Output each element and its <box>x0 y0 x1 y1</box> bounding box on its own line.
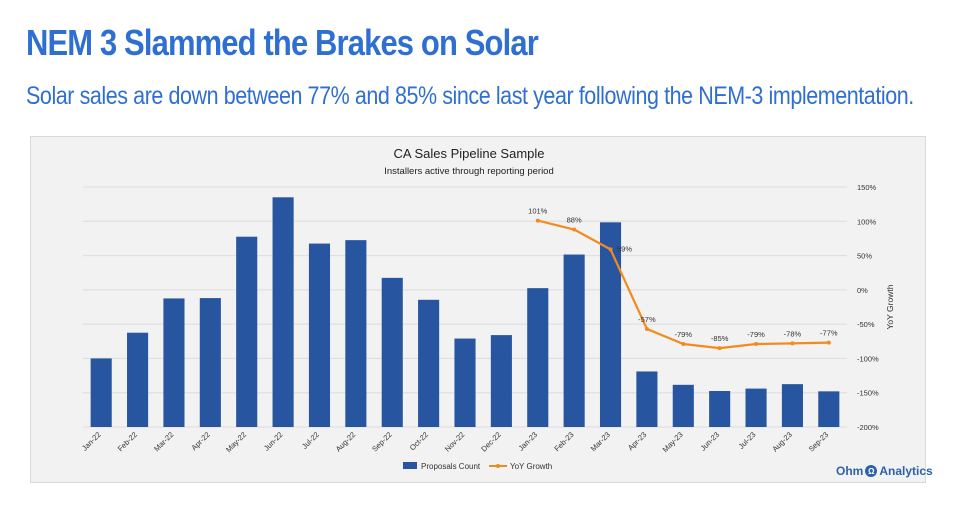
ohm-logo-icon: Ω <box>865 465 878 477</box>
line-data-label: -57% <box>638 315 656 324</box>
line-point <box>535 218 540 223</box>
x-tick-label: Aug-23 <box>770 430 793 453</box>
line-point <box>717 346 722 351</box>
line-series: 101% 88% 59% -57% -79% -85% -79% -78% -77% <box>528 207 838 351</box>
right-axis-label: YoY Growth <box>885 284 895 329</box>
x-tick-label: Feb-23 <box>552 430 575 453</box>
bar-series <box>90 197 840 427</box>
x-tick-label: Mar-22 <box>152 430 175 453</box>
line-data-label: -77% <box>820 329 838 338</box>
chart-panel: CA Sales Pipeline Sample Installers acti… <box>30 136 926 483</box>
line-point <box>608 247 613 252</box>
bar <box>163 298 185 427</box>
bar <box>199 298 221 427</box>
bar <box>236 236 258 427</box>
line-point <box>572 227 577 232</box>
bar <box>345 240 367 427</box>
x-tick-label: Jan-22 <box>80 430 103 453</box>
x-tick-label: Sep-22 <box>370 430 393 453</box>
right-tick-label: 50% <box>857 252 872 261</box>
bar <box>745 388 767 427</box>
x-tick-label: Nov-22 <box>443 430 466 453</box>
x-tick-label: Jun-23 <box>698 430 721 453</box>
x-tick-label: Mar-23 <box>589 430 612 453</box>
line-data-label: -79% <box>675 330 693 339</box>
bar <box>599 222 622 427</box>
x-tick-label: Jun-22 <box>262 430 285 453</box>
bar <box>527 288 549 427</box>
bar <box>818 391 840 427</box>
right-axis: 150% 100% 50% 0% -50% -100% -150% -200% <box>857 183 879 432</box>
x-tick-label: Aug-22 <box>334 430 357 453</box>
bar <box>90 358 112 427</box>
ohm-analytics-logo: Ohm Ω Analytics <box>836 464 933 478</box>
line-data-label: -79% <box>747 330 765 339</box>
line-data-label: -85% <box>711 334 729 343</box>
line-point <box>681 342 686 347</box>
x-tick-label: Oct-22 <box>408 430 430 452</box>
x-tick-label: Feb-22 <box>116 430 139 453</box>
x-tick-label: Jul-23 <box>737 430 758 451</box>
line-data-label: 101% <box>528 207 548 216</box>
right-tick-label: -150% <box>857 389 879 398</box>
legend-label-proposals: Proposals Count <box>421 462 481 471</box>
right-tick-label: 0% <box>857 286 868 295</box>
chart-subtitle: Installers active through reporting peri… <box>384 166 554 177</box>
slide-headline: NEM 3 Slammed the Brakes on Solar <box>26 22 539 63</box>
line-point <box>826 340 831 345</box>
line-data-label: 59% <box>617 244 632 253</box>
x-tick-label: Apr-23 <box>626 430 648 452</box>
bar <box>127 332 149 427</box>
chart-legend: Proposals Count YoY Growth <box>403 462 552 471</box>
legend-marker-yoy <box>496 464 500 468</box>
right-tick-label: -100% <box>857 354 879 363</box>
right-tick-label: 100% <box>857 217 877 226</box>
right-tick-label: 150% <box>857 183 877 192</box>
bar <box>672 384 694 427</box>
chart-title: CA Sales Pipeline Sample <box>393 146 544 161</box>
x-tick-label: Apr-22 <box>189 430 211 452</box>
bar <box>454 338 476 427</box>
x-tick-label: May-23 <box>661 430 685 454</box>
line-data-label: -78% <box>784 329 802 338</box>
x-tick-label: Jul-22 <box>300 430 321 451</box>
x-tick-label: Sep-23 <box>807 430 830 453</box>
bar <box>381 277 403 427</box>
bar <box>308 243 331 427</box>
line-point <box>644 326 649 331</box>
right-tick-label: -50% <box>857 320 875 329</box>
bar <box>490 335 512 427</box>
line-point <box>790 341 795 346</box>
bar <box>272 197 294 427</box>
logo-text-right: Analytics <box>879 464 933 478</box>
bar <box>781 384 803 427</box>
legend-swatch-proposals <box>403 462 417 469</box>
x-tick-label: Dec-22 <box>479 430 502 453</box>
line-point <box>754 342 759 347</box>
sales-pipeline-chart: CA Sales Pipeline Sample Installers acti… <box>80 146 895 471</box>
right-tick-label: -200% <box>857 423 879 432</box>
bar <box>636 371 658 427</box>
line-data-label: 88% <box>567 216 582 225</box>
legend-label-yoy: YoY Growth <box>510 462 552 471</box>
logo-text-left: Ohm <box>836 464 864 478</box>
x-tick-label: May-22 <box>224 430 248 454</box>
x-axis: Jan-22 Feb-22 Mar-22 Apr-22 May-22 Jun-22 Jul-… <box>80 430 830 454</box>
bar <box>418 299 440 427</box>
x-tick-label: Jan-23 <box>517 430 540 453</box>
slide-subhead: Solar sales are down between 77% and 85%… <box>26 82 914 110</box>
bar <box>563 254 585 427</box>
bar <box>709 391 731 427</box>
